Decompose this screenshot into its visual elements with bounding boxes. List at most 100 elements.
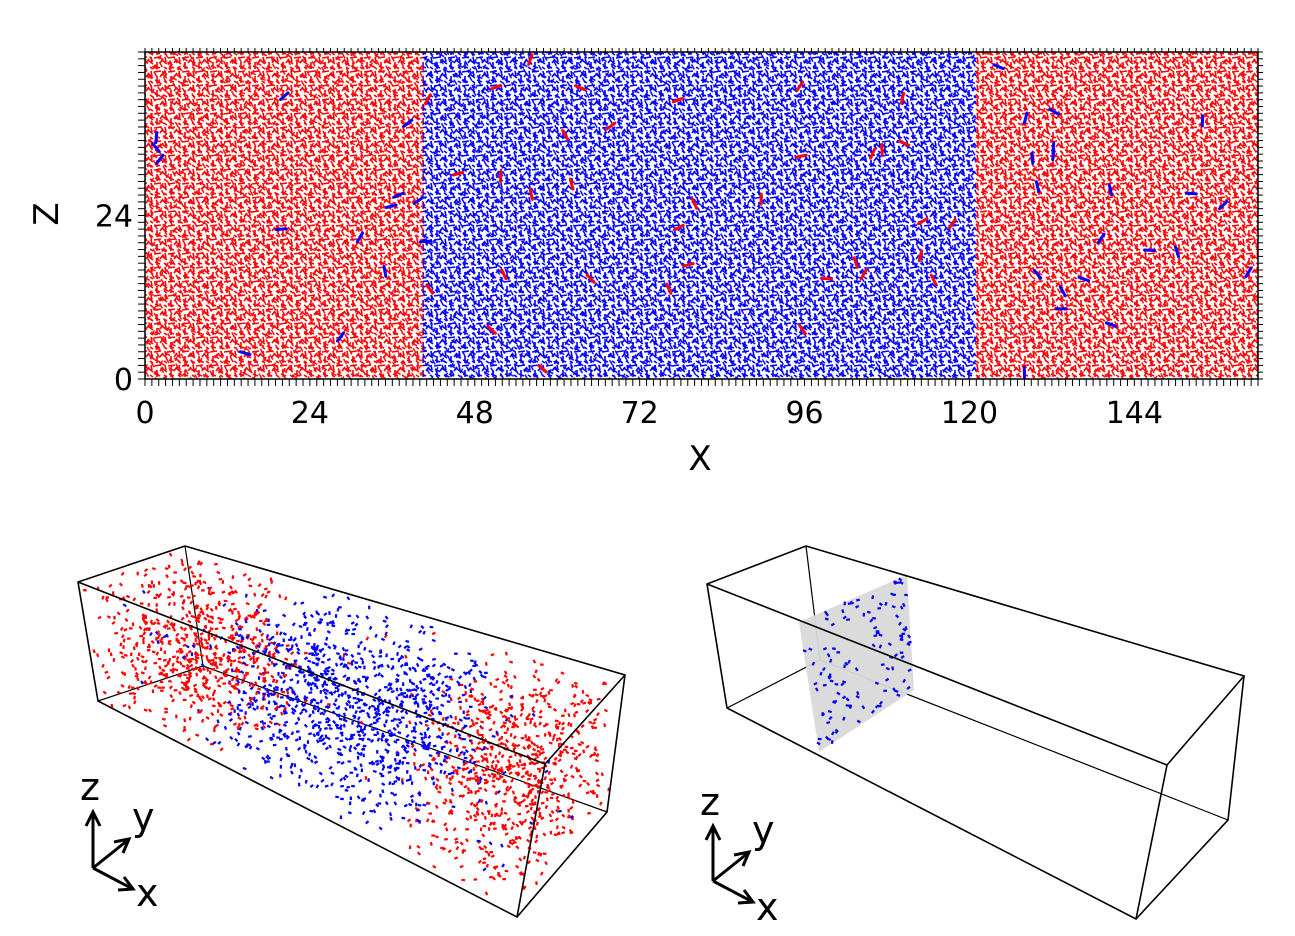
particle <box>502 723 507 728</box>
particle <box>526 745 531 750</box>
particle <box>410 798 414 803</box>
particle <box>520 763 525 767</box>
particle <box>585 693 590 698</box>
particle <box>401 816 406 820</box>
particle <box>538 811 542 816</box>
particle <box>254 727 259 731</box>
particle <box>422 746 427 751</box>
particle <box>430 717 435 721</box>
particle <box>319 699 323 704</box>
particle <box>328 765 333 770</box>
particle <box>195 733 200 737</box>
minority-particle <box>384 203 398 209</box>
particle <box>452 827 457 832</box>
particle <box>315 675 319 680</box>
particle <box>508 762 513 768</box>
particle <box>342 712 347 717</box>
particle <box>462 759 466 764</box>
particle <box>535 754 539 759</box>
particle <box>380 663 384 668</box>
particle <box>416 768 421 772</box>
particle <box>194 651 199 655</box>
particle <box>444 798 448 803</box>
particle <box>362 744 367 748</box>
particle <box>181 655 186 659</box>
particle <box>429 841 433 846</box>
particle <box>300 670 305 675</box>
particle <box>155 618 160 623</box>
particle <box>452 768 457 773</box>
particle <box>386 749 390 754</box>
particle <box>446 755 451 760</box>
slice-particle <box>891 666 895 671</box>
particle <box>508 785 513 790</box>
particle <box>533 826 537 831</box>
particle <box>479 725 485 730</box>
particle <box>257 687 262 691</box>
particle <box>304 779 308 784</box>
minority-particle <box>798 323 807 336</box>
particle <box>211 692 215 697</box>
particle <box>547 730 552 736</box>
slice-particle <box>834 729 839 734</box>
slice-particle <box>891 605 896 609</box>
particle <box>424 719 429 724</box>
particle <box>330 668 336 673</box>
particle <box>212 636 217 641</box>
particle <box>490 813 494 818</box>
particle <box>571 683 575 688</box>
particle <box>596 712 600 717</box>
particle <box>240 697 245 702</box>
particle <box>335 726 341 730</box>
particle <box>193 687 198 692</box>
minority-particle <box>665 282 673 295</box>
particle <box>321 683 325 688</box>
particle <box>443 754 448 758</box>
slice-particle <box>820 712 826 717</box>
particle <box>307 659 312 663</box>
particle <box>291 697 296 702</box>
particle <box>593 717 598 722</box>
particle <box>428 754 433 758</box>
particle <box>264 594 268 599</box>
particle <box>328 620 333 625</box>
particle <box>410 781 414 786</box>
particle <box>428 699 433 704</box>
particle <box>344 628 349 633</box>
minority-particle <box>355 231 364 244</box>
slice-particle <box>893 653 899 658</box>
particle <box>237 645 242 650</box>
particle <box>235 639 240 643</box>
particle <box>333 645 337 650</box>
particle <box>404 671 409 676</box>
particle <box>145 626 149 632</box>
particle <box>443 837 448 841</box>
particle <box>509 841 514 846</box>
particle <box>269 716 274 721</box>
particle <box>365 636 370 641</box>
slice-particle <box>827 737 832 742</box>
particle <box>205 613 210 618</box>
particle <box>466 787 471 792</box>
particle <box>196 613 202 618</box>
particle <box>290 707 295 712</box>
slice-particle <box>906 642 911 647</box>
particle <box>472 803 477 808</box>
particle <box>283 733 287 738</box>
particle <box>431 638 436 643</box>
particle <box>183 567 187 572</box>
particle <box>229 704 234 708</box>
particle <box>427 761 432 766</box>
particle <box>581 689 585 694</box>
particle <box>500 741 505 746</box>
particle <box>481 833 486 838</box>
particle <box>505 765 510 769</box>
particle <box>323 612 328 617</box>
particle <box>102 690 107 695</box>
particle <box>474 662 479 667</box>
particle <box>152 621 157 626</box>
particle <box>525 794 530 799</box>
particle <box>427 734 432 740</box>
particle <box>211 660 216 665</box>
particle <box>249 698 253 703</box>
